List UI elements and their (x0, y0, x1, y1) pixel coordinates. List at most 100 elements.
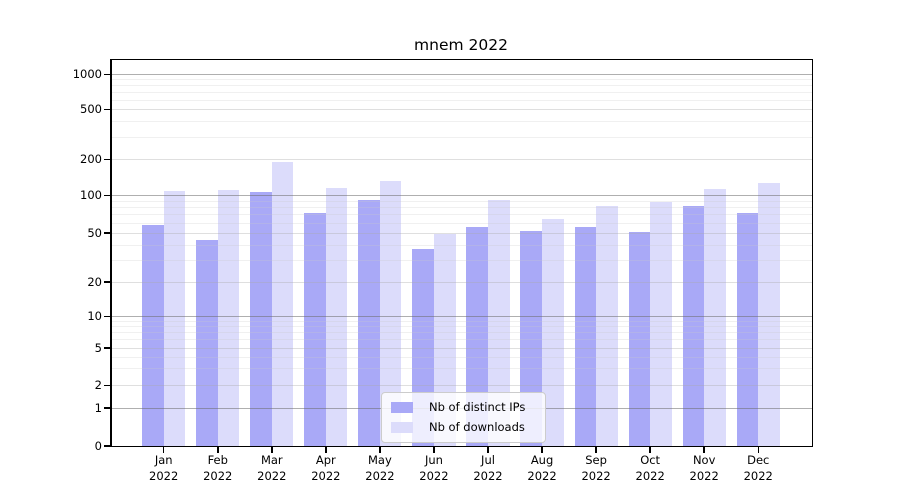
gridline-y-400 (111, 121, 812, 123)
y-tick-1000 (104, 73, 110, 75)
gridline-y-5 (111, 347, 812, 349)
spine-bottom (110, 445, 813, 447)
y-tick-label-100: 100 (80, 188, 102, 202)
bar-nb-of-distinct-ips-mar (250, 191, 272, 446)
x-tick-aug (541, 447, 543, 453)
gridline-y-700 (111, 92, 812, 94)
x-tick-label-jan: Jan 2022 (149, 453, 179, 483)
y-tick-5 (104, 347, 110, 349)
y-tick-label-500: 500 (80, 102, 102, 117)
legend-item-distinct-ips: Nb of distinct IPs (382, 397, 545, 417)
x-tick-nov (703, 447, 705, 453)
x-tick-label-nov: Nov 2022 (689, 453, 719, 483)
gridline-y-300 (111, 137, 812, 139)
gridline-y-10 (111, 316, 812, 317)
bars-layer (112, 60, 812, 446)
gridline-y-40 (111, 244, 812, 246)
x-tick-dec (757, 447, 759, 453)
grid-layer (111, 60, 812, 446)
legend-swatch-distinct-ips (391, 401, 413, 413)
bar-nb-of-downloads-dec (758, 183, 780, 446)
bar-nb-of-downloads-jul (488, 200, 510, 446)
x-tick-label-aug: Aug 2022 (527, 453, 557, 483)
x-tick-may (379, 447, 381, 453)
spine-left (110, 58, 112, 447)
y-tick-label-0: 0 (94, 438, 102, 453)
bar-nb-of-distinct-ips-may (358, 199, 380, 446)
x-tick-label-sep: Sep 2022 (581, 453, 611, 483)
gridline-y-9 (111, 320, 812, 322)
x-tick-mar (271, 447, 273, 453)
gridline-y-6 (111, 339, 812, 341)
x-tick-label-apr: Apr 2022 (311, 453, 341, 483)
bar-nb-of-downloads-nov (704, 189, 726, 446)
bar-nb-of-distinct-ips-aug (520, 230, 543, 446)
y-tick-label-1: 1 (94, 400, 102, 415)
x-tick-label-feb: Feb 2022 (203, 453, 233, 483)
x-tick-label-mar: Mar 2022 (257, 453, 287, 483)
y-tick-20 (104, 281, 110, 283)
gridline-y-500 (111, 109, 812, 111)
y-tick-label-10: 10 (87, 309, 102, 323)
gridline-y-8 (111, 326, 812, 328)
legend-label-distinct-ips: Nb of distinct IPs (429, 400, 526, 414)
legend: Nb of distinct IPs Nb of downloads (381, 392, 546, 443)
gridline-y-800 (111, 85, 812, 87)
gridline-y-4 (111, 356, 812, 358)
bar-nb-of-downloads-jan (163, 191, 186, 446)
x-tick-label-oct: Oct 2022 (635, 453, 665, 483)
y-tick-2 (104, 384, 110, 386)
bar-nb-of-distinct-ips-oct (628, 231, 651, 446)
gridline-y-90 (111, 200, 812, 202)
x-tick-jan (162, 447, 165, 453)
y-tick-1 (104, 407, 110, 409)
bar-nb-of-distinct-ips-apr (304, 212, 326, 446)
x-tick-label-jun: Jun 2022 (419, 453, 449, 483)
gridline-y-1000 (111, 74, 812, 75)
gridline-y-80 (111, 207, 812, 209)
plot-area (111, 60, 812, 446)
bar-nb-of-distinct-ips-jul (466, 226, 488, 446)
gridline-y-200 (111, 159, 812, 161)
y-tick-label-2: 2 (94, 378, 102, 392)
bar-nb-of-downloads-aug (542, 219, 564, 446)
x-tick-jul (487, 447, 489, 453)
bar-nb-of-distinct-ips-dec (736, 212, 759, 446)
bar-nb-of-downloads-may (379, 181, 402, 446)
y-tick-50 (104, 232, 110, 234)
gridline-y-60 (111, 222, 812, 224)
x-tick-jun (433, 447, 435, 453)
legend-item-downloads: Nb of downloads (382, 417, 545, 437)
y-tick-200 (104, 158, 110, 161)
legend-label-downloads: Nb of downloads (429, 420, 525, 434)
gridline-y-30 (111, 260, 812, 262)
gridline-y-3 (111, 368, 812, 370)
x-tick-oct (649, 447, 651, 453)
x-tick-apr (325, 447, 327, 453)
y-tick-0 (104, 445, 110, 447)
y-tick-label-5: 5 (94, 340, 102, 355)
spine-top (110, 58, 813, 60)
x-tick-label-jul: Jul 2022 (473, 453, 503, 483)
y-tick-10 (104, 315, 110, 317)
bar-nb-of-distinct-ips-nov (682, 205, 705, 446)
x-tick-label-dec: Dec 2022 (743, 453, 773, 483)
bar-nb-of-downloads-feb (217, 190, 240, 446)
y-tick-500 (104, 108, 110, 111)
gridline-y-600 (111, 100, 812, 101)
y-tick-label-200: 200 (80, 152, 102, 167)
y-tick-100 (104, 194, 110, 196)
gridline-y-100 (111, 195, 812, 196)
bar-nb-of-distinct-ips-jan (142, 224, 164, 446)
x-tick-label-may: May 2022 (365, 453, 395, 483)
gridline-y-7 (111, 332, 812, 334)
bar-nb-of-distinct-ips-sep (574, 226, 597, 446)
gridline-y-50 (111, 232, 812, 234)
spine-right (811, 58, 813, 447)
chart-title: mnem 2022 (414, 36, 508, 54)
bar-nb-of-downloads-mar (271, 161, 294, 446)
bar-nb-of-downloads-oct (650, 201, 672, 446)
y-tick-label-50: 50 (87, 225, 102, 240)
x-tick-feb (217, 447, 219, 453)
